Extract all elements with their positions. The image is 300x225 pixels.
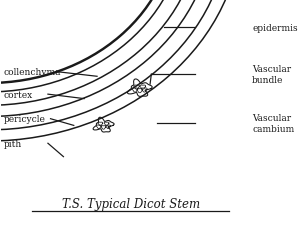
Text: epidermis: epidermis: [252, 24, 298, 33]
Text: T.S. Typical Dicot Stem: T.S. Typical Dicot Stem: [61, 197, 200, 210]
Text: Vascular
bundle: Vascular bundle: [252, 65, 291, 84]
Text: cortex: cortex: [4, 90, 33, 99]
Text: Vascular
cambium: Vascular cambium: [252, 114, 295, 133]
Text: collenchyma: collenchyma: [4, 68, 61, 77]
Text: pith: pith: [4, 139, 22, 148]
Text: pericycle: pericycle: [4, 115, 46, 124]
